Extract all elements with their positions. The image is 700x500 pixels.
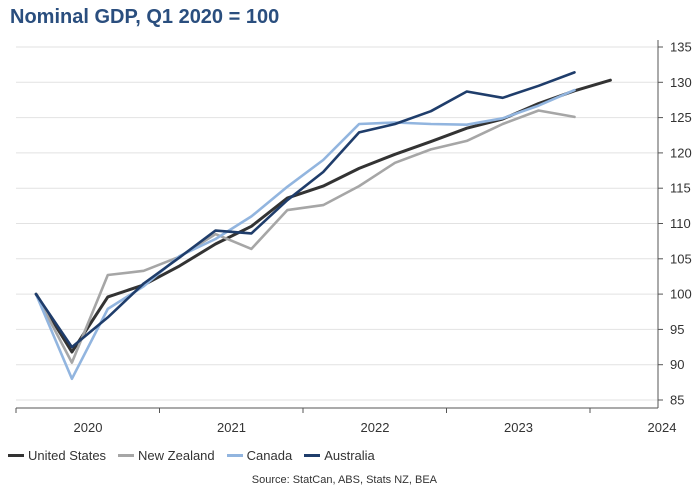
legend-swatch-new-zealand	[118, 454, 135, 457]
x-tick-label-2024: 2024	[648, 420, 677, 435]
x-tick-label-2020: 2020	[74, 420, 103, 435]
series-line-canada	[34, 88, 576, 381]
y-tick-label-105: 105	[670, 251, 692, 266]
chart-title: Nominal GDP, Q1 2020 = 100	[10, 6, 280, 28]
y-tick-label-115: 115	[670, 181, 691, 196]
legend-label-australia: Australia	[324, 448, 375, 463]
y-tick-label-130: 130	[670, 75, 692, 90]
y-tick-label-100: 100	[670, 287, 692, 302]
legend-label-new-zealand: New Zealand	[138, 448, 215, 463]
y-tick-label-125: 125	[670, 110, 692, 125]
legend: United States New Zealand Canada Austral…	[8, 448, 375, 463]
legend-item-australia: Australia	[304, 448, 375, 463]
y-tick-label-110: 110	[670, 216, 691, 231]
series-line-united-states	[34, 78, 612, 354]
legend-item-united-states: United States	[8, 448, 106, 463]
legend-swatch-canada	[226, 454, 243, 457]
y-tick-label-135: 135	[670, 40, 692, 55]
legend-swatch-australia	[304, 454, 321, 457]
y-tick-label-90: 90	[670, 357, 684, 372]
y-tick-label-120: 120	[670, 145, 692, 160]
legend-swatch-united-states	[8, 454, 24, 457]
series-line-australia	[34, 71, 576, 349]
series-line-new-zealand	[34, 109, 576, 364]
x-tick-label-2021: 2021	[217, 420, 246, 435]
legend-label-united-states: United States	[28, 448, 107, 463]
y-tick-label-85: 85	[670, 393, 684, 408]
legend-label-canada: Canada	[246, 448, 293, 463]
x-tick-label-2022: 2022	[361, 420, 390, 435]
x-tick-label-2023: 2023	[504, 420, 533, 435]
y-tick-label-95: 95	[670, 322, 684, 337]
source-note: Source: StatCan, ABS, Stats NZ, BEA	[251, 474, 437, 486]
legend-item-canada: Canada	[226, 448, 293, 463]
legend-item-new-zealand: New Zealand	[118, 448, 215, 463]
